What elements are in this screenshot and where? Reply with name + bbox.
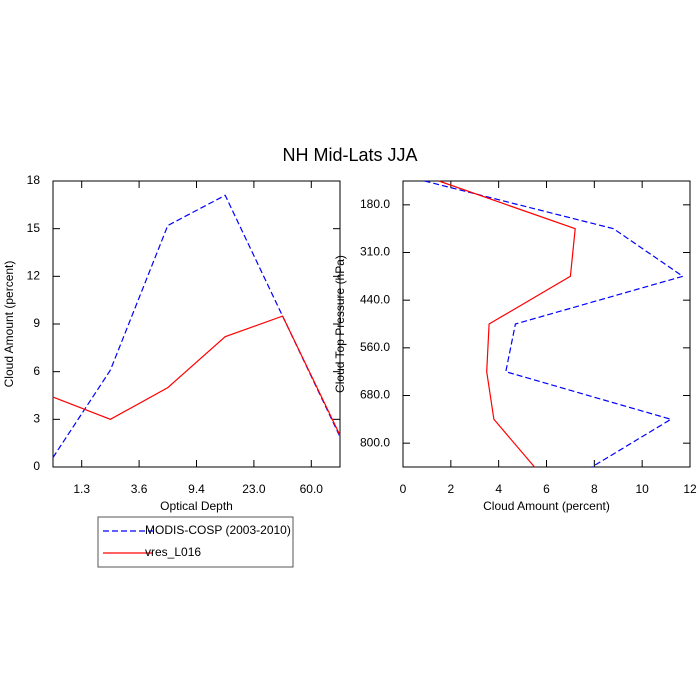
y-tick-label: 6 <box>33 364 40 378</box>
y-tick-label: 560.0 <box>360 340 390 354</box>
y-tick-label: 180.0 <box>360 197 390 211</box>
y-tick-label: 12 <box>27 269 41 283</box>
x-tick-label: 6 <box>543 482 550 496</box>
y-tick-label: 18 <box>27 173 41 187</box>
y-tick-label: 0 <box>33 459 40 473</box>
legend-box <box>97 516 294 568</box>
x-tick-label: 1.3 <box>73 482 90 496</box>
x-tick-label: 0 <box>400 482 407 496</box>
x-tick-label: 10 <box>635 482 649 496</box>
x-tick-label: 9.4 <box>188 482 205 496</box>
x-axis-label: Cloud Amount (percent) <box>483 499 610 513</box>
y-tick-label: 310.0 <box>360 245 390 259</box>
y-tick-label: 3 <box>33 412 40 426</box>
plot-frame <box>52 180 341 468</box>
plot-frame <box>402 180 691 468</box>
series-line <box>52 315 341 436</box>
y-tick-label: 440.0 <box>360 292 390 306</box>
series-line <box>52 194 341 458</box>
figure-title: NH Mid-Lats JJA <box>282 145 417 165</box>
legend-label: vres_L016 <box>145 545 201 559</box>
x-tick-label: 2 <box>447 482 454 496</box>
y-axis-label: Cloud Top Pressure (hPa) <box>333 255 347 393</box>
y-tick-label: 9 <box>33 316 40 330</box>
legend-label: MODIS-COSP (2003-2010) <box>145 523 291 537</box>
y-tick-label: 680.0 <box>360 388 390 402</box>
x-tick-label: 4 <box>495 482 502 496</box>
series-line <box>424 180 685 468</box>
y-tick-label: 800.0 <box>360 435 390 449</box>
x-tick-label: 8 <box>591 482 598 496</box>
x-axis-label: Optical Depth <box>160 499 233 513</box>
x-tick-label: 23.0 <box>242 482 266 496</box>
x-tick-label: 3.6 <box>131 482 148 496</box>
x-tick-label: 60.0 <box>300 482 324 496</box>
y-tick-label: 15 <box>27 221 41 235</box>
x-tick-label: 12 <box>683 482 697 496</box>
y-axis-label: Cloud Amount (percent) <box>2 261 16 388</box>
series-line <box>438 180 576 468</box>
